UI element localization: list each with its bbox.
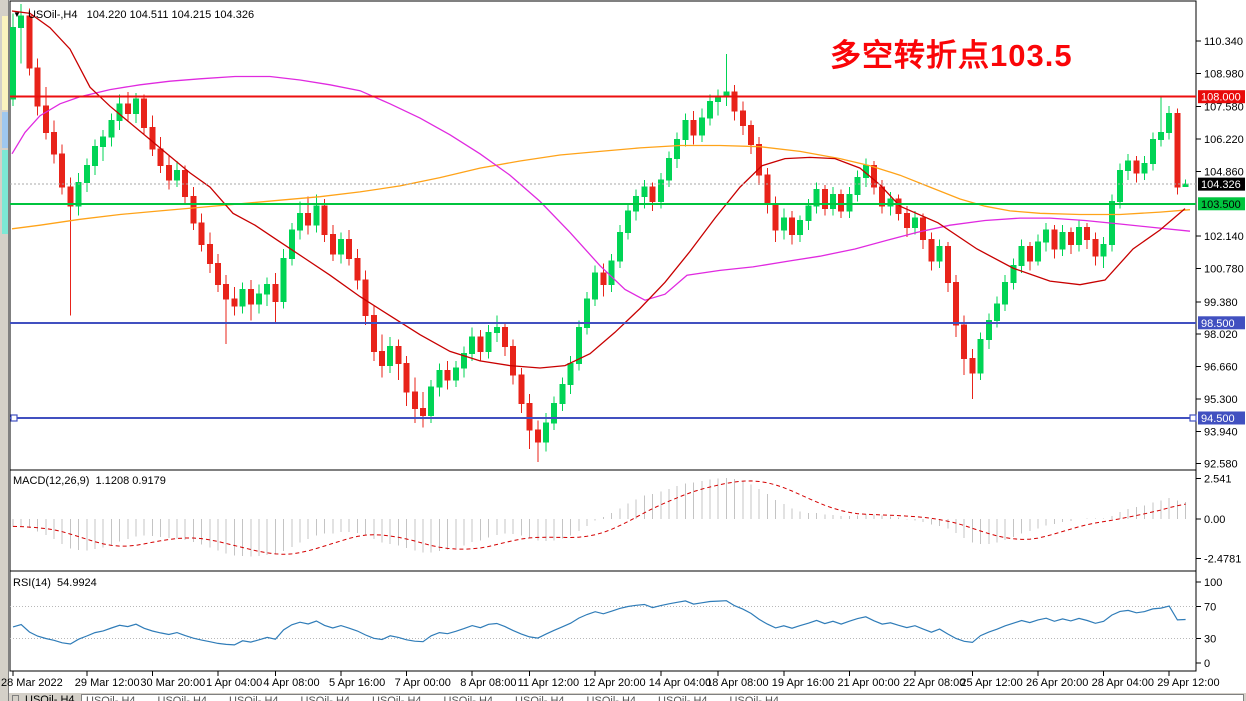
time-tick: 25 Apr 12:00 [960, 677, 1022, 689]
price-box-label: 104.326 [1201, 179, 1241, 191]
rsi-value: 54.9924 [57, 577, 97, 589]
rsi-tick: 70 [1204, 601, 1216, 613]
time-tick: 18 Apr 08:00 [706, 677, 768, 689]
price-tick: 100.780 [1204, 264, 1244, 276]
hline-handle-right[interactable] [1189, 414, 1197, 422]
pane-borders [9, 0, 1197, 672]
time-tick: 28 Apr 04:00 [1092, 677, 1154, 689]
macd-tick: 2.541 [1204, 473, 1232, 485]
time-tick: 11 Apr 12:00 [518, 677, 580, 689]
symbol-ohlc-label: ▼ USOil-,H4 104.220 104.511 104.215 104.… [13, 9, 254, 21]
time-axis[interactable]: 28 Mar 2022 29 Mar 12:00 30 Mar 20:00 1 Apr… [1, 671, 1220, 689]
time-tick: 4 Apr 08:00 [263, 677, 319, 689]
macd-axis-labels[interactable]: 2.541 0.00 -2.4781 [1196, 473, 1241, 566]
price-box-label: 108.000 [1201, 92, 1241, 104]
time-tick: 12 Apr 20:00 [583, 677, 645, 689]
time-tick: 26 Apr 20:00 [1026, 677, 1088, 689]
price-box-label: 103.500 [1201, 199, 1241, 211]
chart-tab-bar[interactable]: USOil-,H4 USOil-,H4 USOil-,H4 USOil-,H4 … [9, 692, 1246, 701]
macd-tick: -2.4781 [1204, 554, 1241, 566]
price-tick: 108.980 [1204, 68, 1244, 80]
chart-tab-strip-field[interactable]: USOil-,H4 USOil-,H4 USOil-,H4 USOil-,H4 … [81, 694, 1244, 701]
rsi-levels [10, 605, 1196, 640]
price-box-label: 98.500 [1201, 318, 1235, 330]
time-tick: 19 Apr 16:00 [772, 677, 834, 689]
rsi-tick: 30 [1204, 634, 1216, 646]
time-tick: 30 Mar 20:00 [140, 677, 205, 689]
macd-signal-line [12, 480, 1186, 555]
time-tick: 22 Apr 08:00 [903, 677, 965, 689]
rsi-tick: 0 [1204, 658, 1210, 670]
price-tick: 106.220 [1204, 134, 1244, 146]
macd-tick: 0.00 [1204, 514, 1225, 526]
macd-histogram [12, 478, 1187, 557]
price-box-104.326 [1198, 177, 1245, 191]
time-tick: 8 Apr 08:00 [460, 677, 516, 689]
macd-indicator-label: MACD(12,26,9) 1.1208 0.9179 [13, 475, 166, 487]
rsi-tick: 100 [1204, 577, 1222, 589]
ma-magenta-line [11, 75, 1191, 301]
ohlc-values: 104.220 104.511 104.215 104.326 [86, 9, 255, 21]
price-tick: 99.380 [1204, 297, 1238, 309]
price-tick: 107.580 [1204, 102, 1244, 114]
time-tick: 28 Mar 2022 [1, 677, 63, 689]
chart-tab-icon [12, 695, 19, 701]
time-tick: 1 Apr 04:00 [206, 677, 262, 689]
price-tick: 98.020 [1204, 329, 1238, 341]
hline-94.5[interactable] [10, 414, 1197, 422]
price-box-label: 94.500 [1201, 413, 1235, 425]
price-box-108.000 [1198, 90, 1245, 104]
ma-red-line [11, 10, 1186, 369]
left-panel-fragment [2, 150, 8, 234]
time-tick: 14 Apr 04:00 [649, 677, 711, 689]
chart-tab-label[interactable]: USOil-,H4 [25, 694, 75, 701]
price-tick: 95.300 [1204, 394, 1238, 406]
hline-handle-left[interactable] [10, 414, 18, 422]
chart-annotation-text: 多空转折点103.5 [830, 38, 1073, 73]
price-tick: 110.340 [1204, 36, 1243, 48]
time-tick: 29 Mar 12:00 [75, 677, 140, 689]
price-tick: 104.860 [1204, 166, 1244, 178]
price-axis[interactable]: 110.340 108.980 107.580 106.220 104.860 102.1… [1196, 36, 1244, 471]
macd-name: MACD(12,26,9) [13, 475, 90, 487]
ma-orange-line [11, 144, 1191, 230]
price-box-94.500 [1198, 411, 1245, 425]
rsi-line [12, 600, 1186, 646]
rsi-name: RSI(14) [13, 577, 51, 589]
time-tick: 7 Apr 00:00 [395, 677, 451, 689]
symbol-name: USOil-,H4 [27, 9, 78, 21]
time-tick: 5 Apr 16:00 [329, 677, 385, 689]
rsi-indicator-label: RSI(14) 54.9924 [13, 577, 97, 589]
price-tick: 93.940 [1204, 426, 1238, 438]
price-tick: 102.140 [1204, 231, 1244, 243]
price-tick: 92.580 [1204, 459, 1238, 471]
time-tick: 21 Apr 00:00 [837, 677, 899, 689]
collapse-arrow-icon[interactable]: ▼ [13, 10, 21, 19]
rsi-axis-labels[interactable]: 100 70 30 0 [1196, 577, 1222, 670]
price-tick: 96.660 [1204, 362, 1238, 374]
left-panel-edge [0, 0, 9, 701]
left-panel-fragment [2, 112, 8, 148]
macd-values: 1.1208 0.9179 [95, 475, 166, 487]
time-tick: 29 Apr 12:00 [1157, 677, 1219, 689]
price-box-98.500 [1198, 316, 1245, 330]
price-axis-boxes: 108.000 104.326 103.500 98.500 94.500 [1198, 90, 1245, 425]
left-panel-fragment [2, 16, 8, 110]
price-box-103.500 [1198, 197, 1245, 211]
